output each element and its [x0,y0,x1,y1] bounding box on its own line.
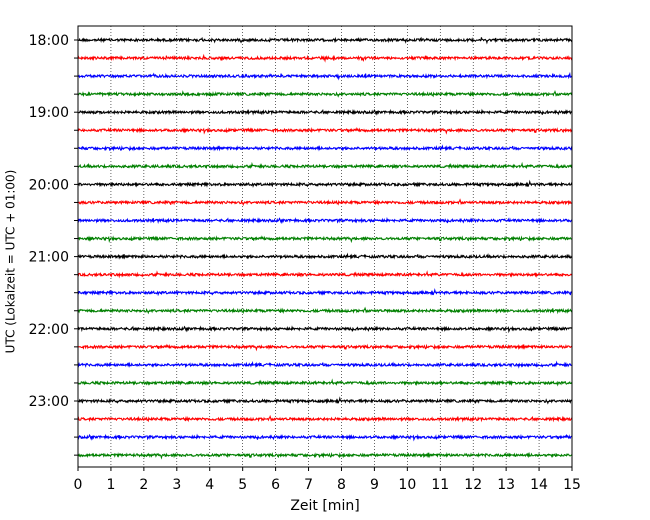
x-tick-label: 6 [271,477,280,493]
y-tick-label: 23:00 [29,394,69,410]
trace-line [77,144,573,152]
trace-line [77,71,573,81]
y-axis-label: UTC (Lokalzeit = UTC + 01:00) [4,170,18,354]
x-tick-label: 12 [464,477,482,493]
trace-line [77,161,573,170]
trace-line [77,414,573,423]
trace-line [77,270,573,279]
x-tick-label: 8 [337,477,346,493]
trace-line [77,325,573,334]
trace-line [77,433,573,442]
trace-line [77,378,573,387]
trace-line [77,126,573,135]
x-tick-label: 7 [304,477,313,493]
y-tick-label: 19:00 [29,105,69,121]
trace-line [77,343,573,352]
trace-line [77,306,573,315]
x-tick-label: 9 [370,477,379,493]
x-tick-label: 10 [398,477,416,493]
trace-line [77,179,573,188]
y-tick-label: 20:00 [29,177,69,193]
trace-line [77,36,573,45]
x-axis-ticks: 0 1 2 3 4 5 6 7 8 9 10 11 12 13 14 15 [74,467,581,493]
seismic-traces [77,36,573,460]
y-axis-ticks: 18:00 19:00 20:00 21:00 22:00 23:00 [29,33,78,456]
x-tick-label: 14 [530,477,548,493]
trace-line [77,198,573,207]
trace-line [77,216,573,225]
trace-line [77,451,573,460]
trace-line [77,287,573,297]
y-tick-label: 18:00 [29,33,69,49]
trace-line [77,360,573,369]
trace-line [77,89,573,98]
x-tick-label: 3 [172,477,181,493]
trace-line [77,235,573,244]
x-tick-label: 0 [74,477,83,493]
x-tick-label: 5 [238,477,247,493]
trace-line [77,53,573,63]
x-axis-label: Zeit [min] [290,498,359,514]
trace-line [77,396,573,405]
x-tick-label: 13 [497,477,515,493]
x-tick-label: 1 [106,477,115,493]
y-tick-label: 22:00 [29,322,69,338]
plot-frame [77,25,573,468]
trace-line [77,252,573,260]
y-tick-label: 21:00 [29,250,69,266]
x-tick-label: 15 [563,477,581,493]
trace-line [77,108,573,116]
x-tick-label: 4 [205,477,214,493]
x-tick-label: 2 [139,477,148,493]
x-tick-label: 11 [431,477,449,493]
